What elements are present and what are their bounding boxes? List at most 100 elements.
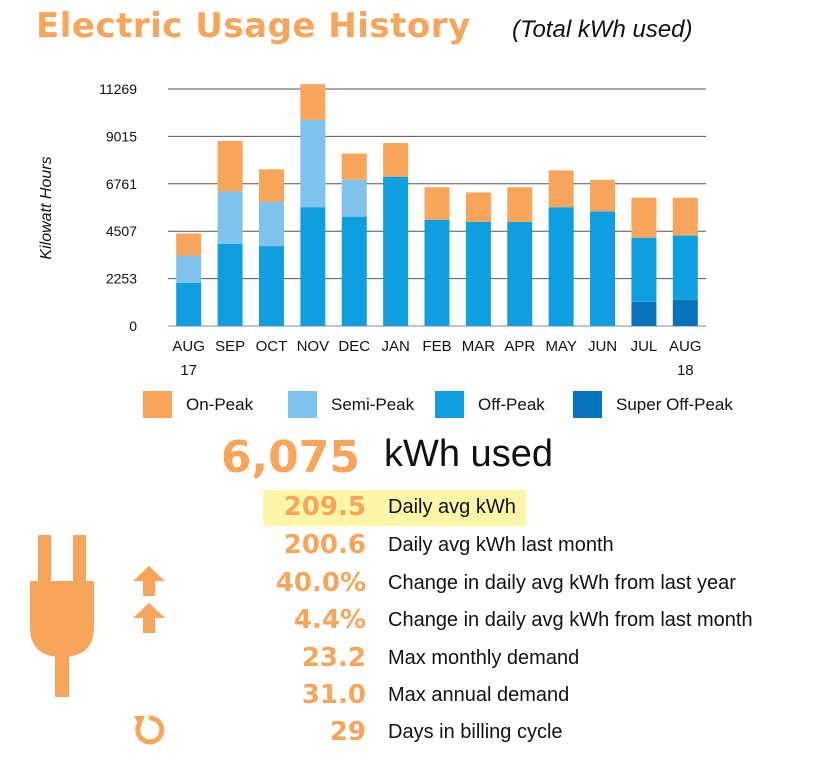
bar-segment-on-peak bbox=[176, 233, 202, 256]
stat-value: 23.2 bbox=[301, 643, 366, 673]
stat-label: Daily avg kWh bbox=[388, 496, 516, 518]
bar-segment-super-off-peak bbox=[631, 301, 657, 326]
legend-swatch bbox=[143, 391, 172, 418]
chart-bars bbox=[176, 84, 698, 326]
x-tick-label: FEB bbox=[422, 338, 451, 355]
x-tick-label: MAY bbox=[545, 338, 576, 355]
y-tick-label: 9015 bbox=[106, 128, 137, 144]
x-tick-sublabel: 17 bbox=[180, 362, 197, 379]
total-kwh-label: kWh used bbox=[384, 433, 553, 475]
bar-segment-off-peak bbox=[631, 237, 657, 302]
x-tick-label: OCT bbox=[256, 338, 288, 355]
x-tick-label: AUG bbox=[172, 338, 205, 355]
bar-segment-off-peak bbox=[548, 207, 574, 326]
legend-label: Semi-Peak bbox=[331, 394, 415, 414]
stat-row: 209.5 Daily avg kWh bbox=[200, 490, 820, 526]
x-tick-label: AUG bbox=[669, 338, 702, 355]
bar-segment-semi-peak bbox=[258, 201, 284, 247]
bar-segment-on-peak bbox=[631, 197, 657, 238]
y-axis-label: Kilowatt Hours bbox=[38, 156, 55, 259]
x-tick-label: DEC bbox=[338, 338, 370, 355]
bar-segment-semi-peak bbox=[176, 255, 202, 283]
legend-swatch bbox=[288, 391, 317, 418]
y-tick-label: 2253 bbox=[106, 271, 137, 287]
legend-label: Off-Peak bbox=[478, 394, 545, 414]
x-tick-label: SEP bbox=[215, 338, 245, 355]
stat-row: 31.0 Max annual demand bbox=[200, 678, 820, 714]
legend-item-on-peak: On-Peak bbox=[143, 391, 253, 418]
bar-segment-off-peak bbox=[590, 211, 616, 326]
total-kwh-value: 6,075 bbox=[220, 432, 360, 483]
x-tick-label: MAR bbox=[462, 338, 496, 355]
stat-label: Daily avg kWh last month bbox=[388, 534, 614, 556]
y-axis-ticks: 0 2253 4507 6761 9015 11269 bbox=[99, 81, 137, 334]
bar-segment-semi-peak bbox=[341, 179, 367, 217]
legend-item-super-off-peak: Super Off-Peak bbox=[573, 391, 733, 418]
bar-segment-on-peak bbox=[424, 187, 450, 220]
bar-segment-semi-peak bbox=[217, 191, 243, 244]
bar-segment-off-peak bbox=[672, 235, 698, 300]
bar-segment-on-peak bbox=[672, 197, 698, 236]
bar-segment-off-peak bbox=[465, 221, 491, 326]
y-tick-label: 0 bbox=[129, 318, 137, 334]
x-tick-label: NOV bbox=[297, 338, 330, 355]
stat-label: Max monthly demand bbox=[388, 647, 580, 669]
x-tick-label: JAN bbox=[381, 338, 409, 355]
bar-segment-on-peak bbox=[590, 179, 616, 212]
bar-segment-on-peak bbox=[300, 84, 326, 120]
y-tick-label: 6761 bbox=[106, 176, 137, 192]
bar-segment-off-peak bbox=[424, 219, 450, 326]
bar-segment-off-peak bbox=[507, 221, 533, 326]
y-tick-label: 4507 bbox=[106, 223, 137, 239]
refresh-icon[interactable] bbox=[131, 712, 167, 748]
stat-row: 23.2 Max monthly demand bbox=[200, 641, 820, 677]
x-tick-label: JUN bbox=[588, 338, 617, 355]
bar-segment-off-peak bbox=[341, 216, 367, 326]
bar-segment-off-peak bbox=[258, 246, 284, 326]
bar-segment-super-off-peak bbox=[672, 299, 698, 326]
legend-item-semi-peak: Semi-Peak bbox=[288, 391, 414, 418]
legend-swatch bbox=[573, 391, 602, 418]
bar-segment-on-peak bbox=[465, 192, 491, 222]
bar-segment-off-peak bbox=[176, 282, 202, 326]
bar-segment-off-peak bbox=[300, 207, 326, 326]
stat-label: Days in billing cycle bbox=[388, 721, 563, 743]
bar-segment-semi-peak bbox=[300, 119, 326, 208]
stat-row: 4.4% Change in daily avg kWh from last mo… bbox=[200, 603, 820, 639]
bar-segment-off-peak bbox=[383, 176, 409, 326]
arrow-up-icon bbox=[133, 566, 165, 596]
stat-label: Change in daily avg kWh from last year bbox=[388, 572, 736, 594]
chart-title: Electric Usage History bbox=[36, 6, 471, 46]
stat-value: 209.5 bbox=[283, 492, 366, 522]
bar-segment-on-peak bbox=[341, 153, 367, 180]
stat-row: 29 Days in billing cycle bbox=[200, 715, 820, 751]
stat-value: 40.0% bbox=[275, 568, 366, 598]
legend-label: Super Off-Peak bbox=[616, 394, 733, 414]
highlight-box bbox=[263, 490, 526, 526]
bar-segment-on-peak bbox=[217, 140, 243, 192]
x-axis-ticks: AUG 17 SEP OCT NOV DEC JAN FEB MAR APR MAY JUN JUL AU… bbox=[172, 338, 701, 379]
stat-row: 40.0% Change in daily avg kWh from last y… bbox=[200, 566, 820, 602]
bar-segment-on-peak bbox=[258, 169, 284, 202]
stat-label: Max annual demand bbox=[388, 684, 570, 706]
arrow-up-icon bbox=[133, 603, 165, 633]
x-tick-sublabel: 18 bbox=[677, 362, 694, 379]
usage-bar-chart: 0 2253 4507 6761 9015 11269 AUG 17 SEP OCT NOV DEC… bbox=[38, 81, 706, 379]
chart-legend: On-Peak Semi-Peak Off-Peak Super Off-Peak bbox=[0, 391, 837, 421]
stat-value: 31.0 bbox=[301, 680, 366, 710]
stat-label: Change in daily avg kWh from last month bbox=[388, 609, 753, 631]
chart-subtitle: (Total kWh used) bbox=[512, 16, 693, 43]
legend-swatch bbox=[435, 391, 464, 418]
stat-value: 4.4% bbox=[293, 605, 366, 635]
stat-value: 200.6 bbox=[283, 530, 366, 560]
legend-item-off-peak: Off-Peak bbox=[435, 391, 545, 418]
x-tick-label: APR bbox=[504, 338, 535, 355]
x-tick-label: JUL bbox=[631, 338, 658, 355]
legend-label: On-Peak bbox=[186, 394, 254, 414]
bar-segment-on-peak bbox=[548, 170, 574, 208]
y-tick-label: 11269 bbox=[99, 81, 137, 97]
stat-row: 200.6 Daily avg kWh last month bbox=[200, 528, 820, 564]
bar-segment-on-peak bbox=[383, 143, 409, 177]
bar-segment-off-peak bbox=[217, 243, 243, 326]
stat-value: 29 bbox=[329, 717, 366, 747]
